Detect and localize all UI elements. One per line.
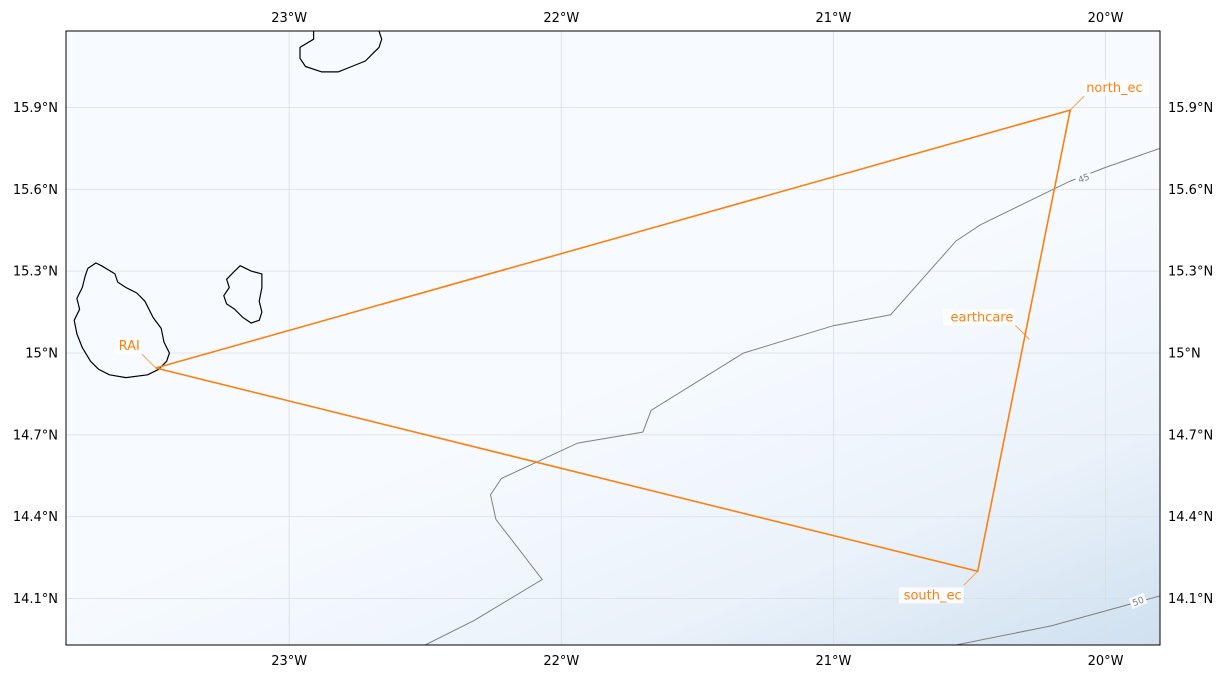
flight-track-line <box>155 108 1072 573</box>
y-tick-label-right: 15.3°N <box>1168 265 1213 280</box>
flight-track <box>155 108 1072 573</box>
map-frame <box>65 30 1161 646</box>
contour-lines: 45 50 <box>424 147 1160 645</box>
y-tick-label-left: 14.4°N <box>13 510 58 525</box>
x-tick-label-top: 23°W <box>271 11 307 26</box>
waypoint-label-bg <box>1084 80 1149 97</box>
x-tick-label-top: 20°W <box>1088 11 1124 26</box>
waypoint-leader-earthcare <box>1015 325 1030 340</box>
x-tick-label-bottom: 22°W <box>543 654 579 669</box>
y-tick-label-left: 15.9°N <box>13 101 58 116</box>
island-coastline-3 <box>299 31 383 73</box>
y-tick-label-right: 15.6°N <box>1168 183 1213 198</box>
waypoint-label-rai: RAI <box>119 339 140 354</box>
y-tick-label-left: 14.1°N <box>13 592 58 607</box>
y-tick-label-left: 14.7°N <box>13 428 58 443</box>
x-tick-label-bottom: 20°W <box>1088 654 1124 669</box>
contour-label-45: 45 <box>1077 173 1091 187</box>
sea-field-shading <box>66 31 1160 645</box>
contour-label-bg <box>1074 169 1094 186</box>
waypoint-label-earthcare: earthcare <box>951 310 1014 325</box>
waypoint-leader-rai <box>141 353 157 369</box>
x-tick-label-top: 21°W <box>815 11 851 26</box>
x-tick-label-top: 22°W <box>543 11 579 26</box>
y-tick-label-right: 15°N <box>1168 347 1201 362</box>
waypoint-label-bg <box>115 338 142 355</box>
waypoint-label-bg <box>942 309 1016 326</box>
y-tick-label-right: 14.1°N <box>1168 592 1213 607</box>
y-tick-label-left: 15.3°N <box>13 265 58 280</box>
island-coastline-2 <box>223 265 263 324</box>
waypoint-leader-north-ec <box>1069 95 1085 111</box>
x-tick-label-bottom: 21°W <box>815 654 851 669</box>
waypoint-label-north-ec: north_ec <box>1086 81 1143 96</box>
waypoint-label-bg <box>898 587 964 604</box>
y-tick-label-left: 15°N <box>25 347 58 362</box>
tick-labels: 23°W 23°W 22°W 22°W 21°W 21°W 20°W 20°W 14.1°N 14… <box>13 11 1213 669</box>
contour-label-bg <box>1128 592 1148 609</box>
y-tick-label-right: 14.7°N <box>1168 428 1213 443</box>
coastlines <box>73 31 383 379</box>
contour-label-50: 50 <box>1131 595 1146 609</box>
y-tick-label-left: 15.6°N <box>13 183 58 198</box>
waypoint-label-south-ec: south_ec <box>904 588 962 603</box>
contour-line-45 <box>424 147 1160 645</box>
y-tick-label-right: 15.9°N <box>1168 101 1213 116</box>
waypoint-labels: RAI north_ec south_ec earthcare <box>115 80 1149 604</box>
waypoint-leader-south-ec <box>963 570 979 586</box>
y-tick-label-right: 14.4°N <box>1168 510 1213 525</box>
x-tick-label-bottom: 23°W <box>271 654 307 669</box>
contour-line-50 <box>955 595 1160 645</box>
